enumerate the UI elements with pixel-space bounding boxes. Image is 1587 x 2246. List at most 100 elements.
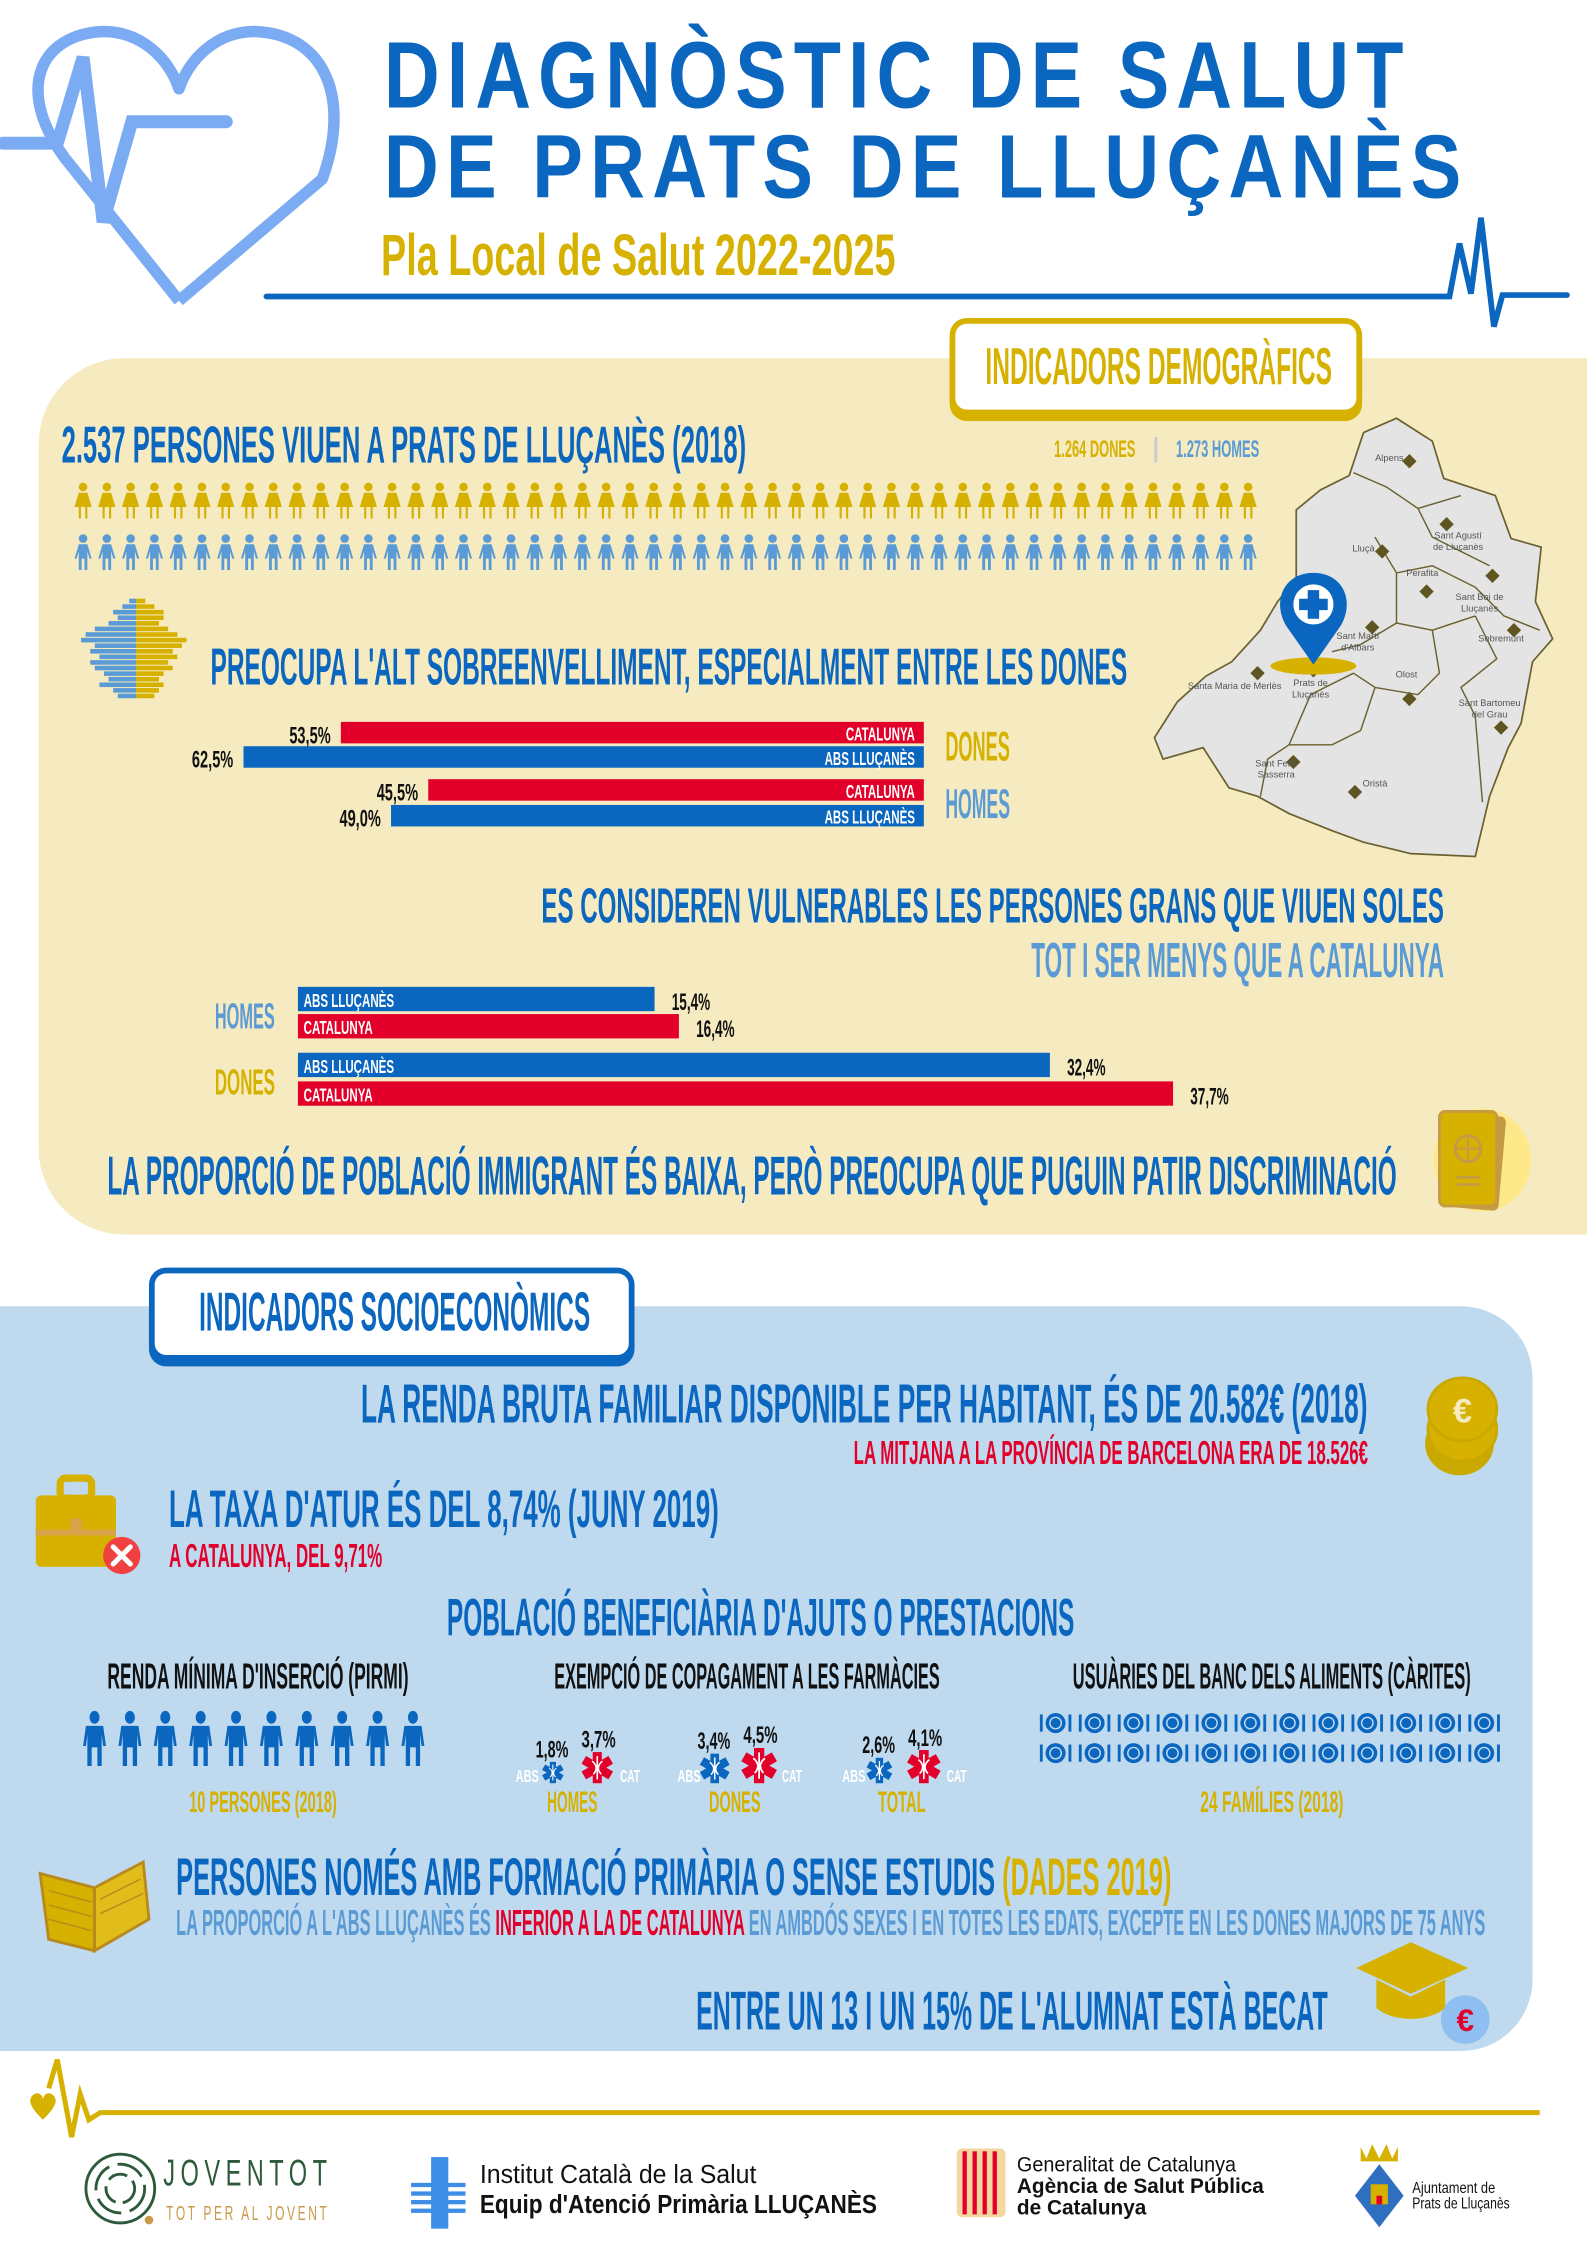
map-place-label: Sant Boi de Lluçanès	[1456, 592, 1504, 613]
woman-icon	[431, 482, 449, 519]
pharmacy-abs-icon	[866, 1757, 893, 1784]
man-icon	[573, 534, 591, 571]
person-icon	[295, 1710, 319, 1767]
man-icon	[217, 534, 235, 571]
man-icon	[526, 534, 544, 571]
gencat-line1: Generalitat de Catalunya	[1016, 2152, 1236, 2178]
copay-cat-label: CAT	[782, 1766, 802, 1787]
man-icon	[407, 534, 425, 571]
education-note-a: LA PROPORCIÓ A L'ABS LLUÇANÈS ÉS	[176, 1903, 496, 1944]
man-icon	[859, 534, 877, 571]
ics-line1: Institut Català de la Salut	[479, 2159, 757, 2189]
pyramid-bar-left	[94, 643, 137, 648]
map-place-label: Lluçà	[1352, 543, 1375, 553]
man-icon	[1073, 534, 1091, 571]
woman-icon	[811, 482, 829, 519]
man-icon	[169, 534, 187, 571]
map-outline	[1153, 417, 1554, 858]
pyramid-bar-right	[136, 632, 178, 637]
woman-icon	[930, 482, 948, 519]
man-icon	[1191, 534, 1210, 571]
aging-bar: ABS LLUÇANÈS	[390, 804, 924, 827]
woman-icon	[1073, 482, 1091, 519]
plate-cutlery-icon	[1078, 1743, 1111, 1764]
man-icon	[977, 534, 996, 571]
passport-icon	[1433, 1108, 1532, 1212]
copay-abs-label: ABS	[515, 1766, 539, 1787]
pyramid-bar-left	[117, 693, 137, 699]
man-icon	[954, 534, 972, 571]
pyramid-bar-left	[90, 648, 137, 654]
demographics-section-label-box	[949, 317, 1363, 416]
income-note: LA MITJANA A LA PROVÍNCIA DE BARCELONA E…	[853, 1433, 1368, 1471]
map-place-label: Olost	[1396, 669, 1418, 679]
aging-bar: CATALUNYA	[341, 721, 924, 745]
ics-logo-icon	[411, 2157, 466, 2229]
socioeconomics-section-label: INDICADORS SOCIOECONÒMICS	[199, 1283, 591, 1344]
plate-cutlery-icon	[1156, 1743, 1189, 1764]
man-icon	[383, 534, 401, 571]
man-icon	[882, 534, 901, 571]
pyramid-bar-left	[122, 604, 137, 609]
pyramid-bar-left	[103, 671, 137, 676]
location-pin-icon	[1280, 572, 1347, 665]
aging-bar-series-label: CATALUNYA	[846, 723, 916, 745]
copay-abs-label: ABS	[677, 1766, 701, 1787]
plate-cutlery-icon	[1390, 1743, 1422, 1764]
plate-cutlery-icon	[1312, 1743, 1345, 1764]
gencat-line2: Agència de Salut Pública	[1016, 2174, 1264, 2199]
woman-icon	[550, 482, 568, 519]
man-icon	[1001, 534, 1019, 571]
copay-title: EXEMPCIÓ DE COPAGAMENT A LES FARMÀCIES	[554, 1657, 940, 1698]
benefits-heading: POBLACIÓ BENEFICIÀRIA D'AJUTS O PRESTACI…	[446, 1588, 1075, 1648]
pyramid-bar-left	[99, 654, 137, 660]
population-heading: 2.537 PERSONES VIUEN A PRATS DE LLUÇANÈS…	[61, 415, 747, 475]
copay-label-homes: HOMES	[547, 1786, 598, 1820]
education-note-b: INFERIOR A LA DE CATALUNYA	[495, 1903, 745, 1944]
man-icon	[1215, 534, 1233, 571]
plate-cutlery-icon	[1117, 1713, 1150, 1734]
women-count: 1.264 DONES	[1054, 436, 1136, 463]
pyramid-bar-left	[113, 688, 137, 693]
man-icon	[1096, 534, 1115, 571]
woman-icon	[169, 482, 187, 519]
pyramid-bar-left	[113, 609, 137, 615]
man-icon	[763, 534, 782, 571]
woman-icon	[288, 482, 306, 519]
man-icon	[740, 534, 758, 571]
woman-icon	[787, 482, 805, 519]
person-icon	[224, 1710, 248, 1767]
plate-cutlery-icon	[1429, 1743, 1461, 1764]
aging-group-label: DONES	[945, 724, 1010, 771]
men-count: 1.273 HOMES	[1175, 436, 1260, 463]
pyramid-bar-right	[136, 654, 178, 660]
man-icon	[906, 534, 924, 571]
person-icon	[189, 1710, 213, 1767]
plate-cutlery-icon	[1390, 1713, 1422, 1734]
woman-icon	[1239, 482, 1257, 519]
aging-bar-value: 45,5%	[376, 780, 419, 807]
woman-icon	[312, 482, 330, 519]
copay-abs-value: 2,6%	[862, 1731, 895, 1760]
alone-bar-series-label: CATALUNYA	[303, 1084, 373, 1106]
woman-icon	[193, 482, 211, 519]
pyramid-bar-left	[94, 626, 137, 632]
education-year: (DADES 2019)	[995, 1847, 1172, 1907]
map-place-label: Oristà	[1363, 778, 1389, 788]
aging-group-label: HOMES	[945, 782, 1010, 828]
page-title-line2: DE PRATS DE LLUÇANÈS	[383, 117, 1469, 218]
plate-cutlery-icon	[1195, 1743, 1228, 1764]
man-icon	[478, 534, 496, 571]
aging-bar: CATALUNYA	[428, 779, 924, 801]
demographics-section-label: INDICADORS DEMOGRÀFICS	[985, 336, 1333, 396]
header-pulse-line	[263, 217, 1570, 328]
man-icon	[1144, 534, 1162, 571]
ajuntament-shield-icon	[1354, 2144, 1404, 2228]
alone-bar-series-label: CATALUNYA	[303, 1016, 373, 1039]
map-place-label: Sobremunt	[1478, 634, 1524, 644]
woman-icon	[573, 482, 591, 519]
man-icon	[1239, 534, 1257, 571]
woman-icon	[906, 482, 924, 519]
town-marker-icon	[1402, 691, 1417, 707]
man-icon	[1168, 534, 1186, 571]
